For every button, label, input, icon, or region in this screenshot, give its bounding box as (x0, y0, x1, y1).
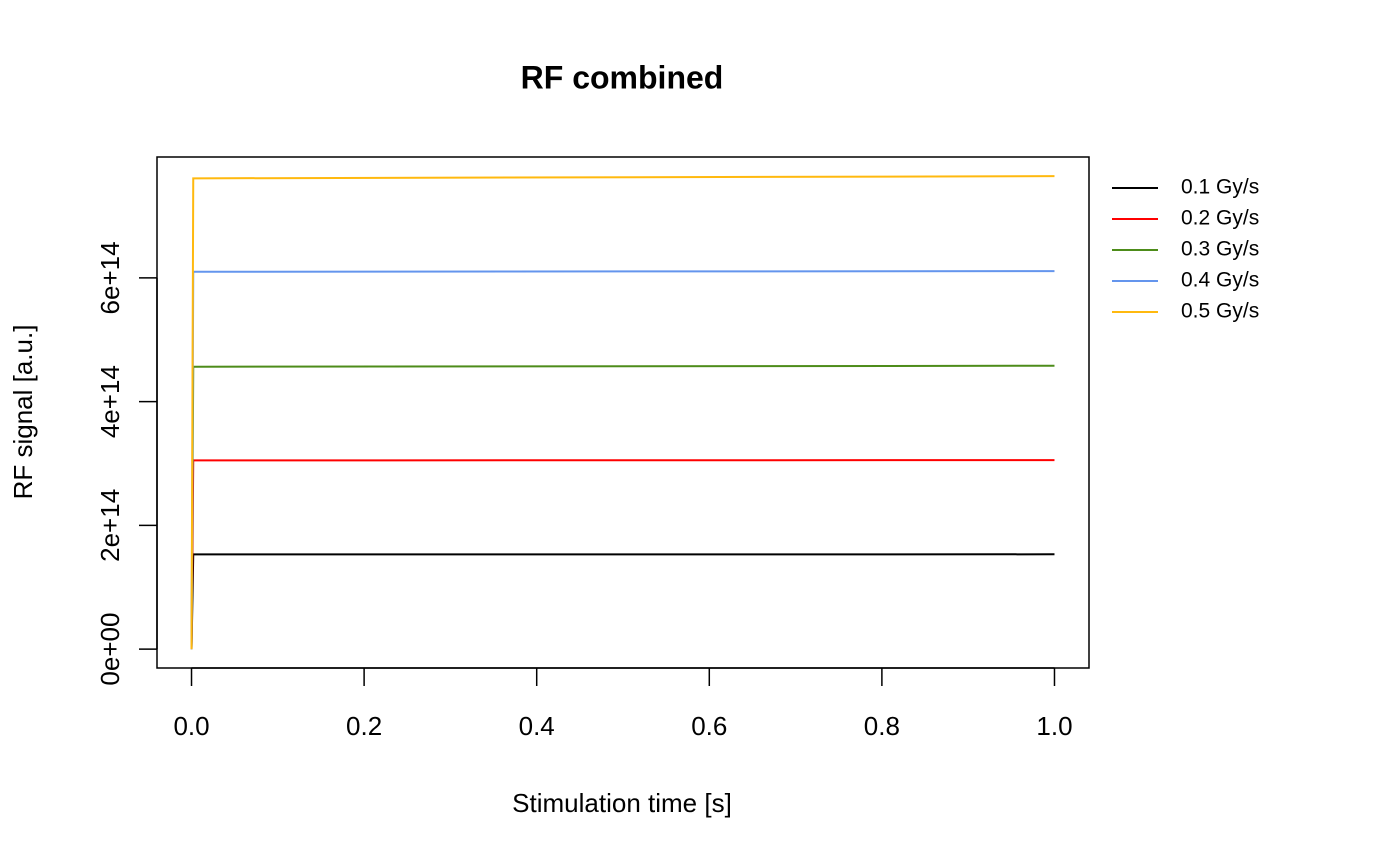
x-tick-label: 0.4 (519, 711, 555, 741)
chart-title: RF combined (521, 59, 724, 95)
series-line (190, 175, 1055, 650)
y-tick-label: 4e+14 (95, 365, 125, 438)
legend-label: 0.3 Gy/s (1181, 238, 1259, 261)
x-tick-label: 1.0 (1036, 711, 1072, 741)
legend-label: 0.2 Gy/s (1181, 207, 1259, 230)
legend-label: 0.5 Gy/s (1181, 300, 1259, 323)
series-line (190, 364, 1055, 650)
x-tick-label: 0.6 (691, 711, 727, 741)
x-axis-title: Stimulation time [s] (512, 788, 732, 818)
legend-label: 0.4 Gy/s (1181, 269, 1259, 292)
y-tick-label: 2e+14 (95, 489, 125, 562)
x-tick-label: 0.2 (346, 711, 382, 741)
y-axis-title: RF signal [a.u.] (8, 325, 38, 500)
y-tick-label: 6e+14 (95, 241, 125, 314)
plot-frame (156, 156, 1090, 669)
legend-label: 0.1 Gy/s (1181, 176, 1259, 199)
series-line (190, 553, 1055, 650)
x-tick-label: 0.8 (864, 711, 900, 741)
x-tick-label: 0.0 (173, 711, 209, 741)
y-tick-label: 0e+00 (95, 613, 125, 686)
